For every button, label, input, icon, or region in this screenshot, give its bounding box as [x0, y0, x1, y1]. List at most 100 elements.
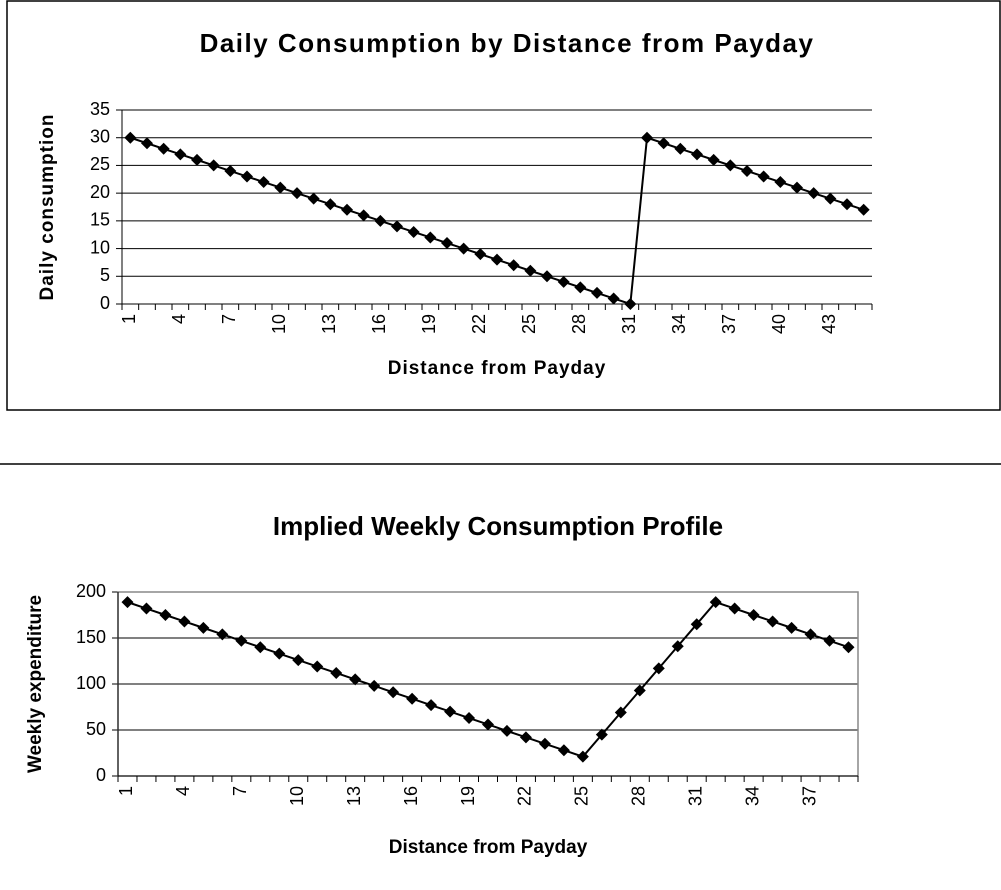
marker — [330, 666, 343, 679]
marker — [747, 609, 760, 621]
marker — [842, 641, 855, 654]
x-tick-label: 1 — [119, 314, 139, 324]
marker — [728, 602, 741, 615]
marker — [341, 203, 353, 216]
x-tick-label: 10 — [287, 786, 307, 806]
y-tick-label: 35 — [90, 99, 110, 119]
marker — [273, 647, 286, 660]
marker — [324, 198, 337, 211]
y-tick-label: 5 — [100, 265, 110, 285]
x-tick-label: 1 — [116, 786, 136, 796]
marker — [257, 176, 270, 189]
marker — [757, 170, 770, 183]
marker — [197, 621, 210, 634]
x-tick-label: 28 — [629, 786, 649, 806]
chart-title: Implied Weekly Consumption Profile — [273, 511, 723, 541]
x-tick-label: 37 — [719, 314, 739, 334]
y-tick-label: 10 — [90, 237, 110, 257]
marker — [159, 609, 172, 621]
marker — [574, 281, 587, 294]
marker — [595, 728, 608, 741]
marker — [407, 225, 420, 238]
x-tick-label: 25 — [519, 314, 539, 334]
x-tick-label: 13 — [344, 786, 364, 806]
x-tick-label: 25 — [572, 786, 592, 806]
marker — [406, 692, 419, 705]
marker — [857, 203, 870, 216]
marker — [254, 641, 267, 654]
marker — [174, 148, 187, 161]
y-tick-label: 200 — [76, 581, 106, 601]
marker — [674, 142, 687, 155]
marker — [124, 131, 137, 144]
marker — [724, 159, 737, 172]
marker — [641, 131, 653, 144]
y-tick-label: 25 — [90, 154, 110, 174]
x-axis-title: Distance from Payday — [389, 837, 588, 858]
marker — [241, 170, 253, 183]
marker — [774, 176, 787, 189]
marker — [557, 744, 570, 757]
y-tick-label: 0 — [100, 293, 110, 313]
marker — [557, 275, 570, 288]
y-tick-label: 30 — [90, 126, 110, 146]
y-tick-label: 150 — [76, 627, 106, 647]
x-tick-label: 37 — [799, 786, 819, 806]
y-tick-label: 50 — [86, 719, 106, 739]
marker — [841, 198, 853, 211]
marker — [457, 242, 470, 255]
marker — [657, 137, 670, 150]
marker — [538, 737, 551, 750]
marker — [387, 686, 400, 699]
x-tick-label: 16 — [369, 314, 389, 334]
marker — [121, 596, 134, 609]
marker — [524, 264, 537, 277]
marker — [541, 270, 553, 283]
marker — [671, 640, 684, 653]
marker — [444, 705, 457, 718]
chart-frame — [6, 0, 1001, 411]
chart-title: Daily Consumption by Distance from Payda… — [200, 28, 815, 58]
marker — [425, 699, 438, 712]
marker — [691, 148, 703, 161]
marker — [633, 684, 646, 697]
marker — [178, 615, 191, 628]
line — [127, 600, 849, 758]
marker — [141, 137, 153, 150]
marker — [357, 209, 370, 222]
marker — [785, 621, 798, 634]
marker — [624, 298, 637, 310]
marker — [519, 731, 532, 744]
x-tick-label: 16 — [401, 786, 421, 806]
x-tick-label: 22 — [469, 314, 489, 334]
marker — [292, 654, 305, 667]
x-tick-label: 19 — [419, 314, 439, 334]
x-tick-label: 34 — [742, 786, 762, 806]
marker — [311, 660, 324, 673]
marker — [307, 192, 320, 205]
x-tick-label: 31 — [619, 314, 639, 334]
marker — [235, 634, 248, 647]
marker — [291, 187, 303, 200]
marker — [474, 248, 487, 261]
marker — [823, 634, 836, 647]
marker — [157, 142, 170, 155]
marker — [463, 712, 476, 725]
marker — [500, 724, 513, 737]
marker — [824, 192, 837, 205]
x-axis-title: Distance from Payday — [388, 358, 607, 379]
marker — [591, 286, 603, 299]
marker — [607, 292, 620, 305]
y-axis-title: Daily consumption — [37, 114, 58, 301]
marker — [274, 181, 287, 194]
marker — [791, 181, 803, 194]
marker — [349, 673, 362, 686]
marker — [766, 615, 779, 628]
x-tick-label: 28 — [569, 314, 589, 334]
marker — [191, 153, 203, 166]
marker — [441, 237, 453, 250]
marker — [690, 618, 703, 631]
y-tick-label: 100 — [76, 673, 106, 693]
marker — [614, 706, 627, 719]
